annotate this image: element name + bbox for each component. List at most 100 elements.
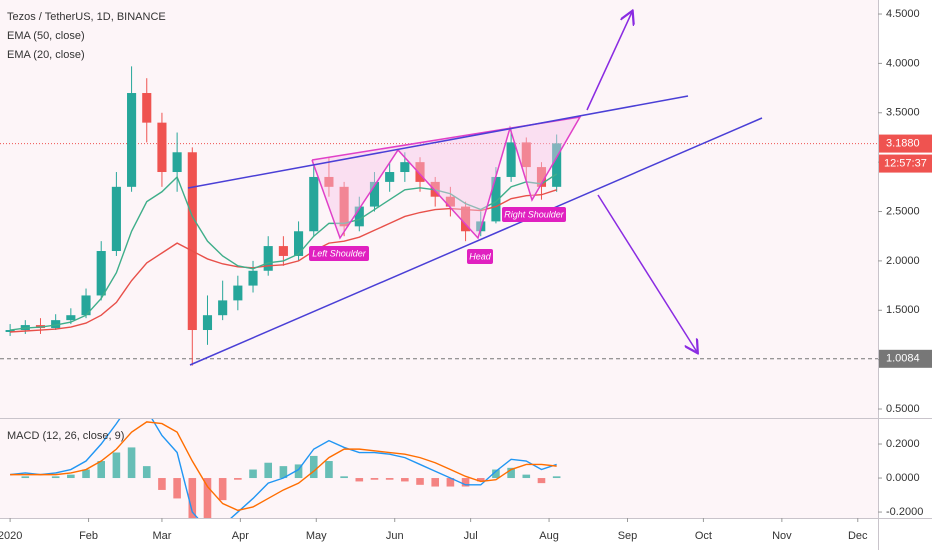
candle-body <box>491 176 501 222</box>
y-tick-label: 2.0000 <box>886 255 920 267</box>
candle-body <box>127 93 137 187</box>
candle-body <box>506 142 516 177</box>
y-tick-label: 0.5000 <box>886 403 920 415</box>
candle-body <box>96 251 106 296</box>
candle-body <box>385 172 395 182</box>
histogram-bar <box>82 469 90 479</box>
histogram-bar <box>158 478 166 490</box>
histogram-bar <box>142 466 151 479</box>
histogram-bar <box>416 478 424 485</box>
x-tick-label: Apr <box>232 530 249 542</box>
histogram-bar <box>401 478 409 482</box>
x-tick-label: Jul <box>464 530 478 542</box>
legend-entry: EMA (50, close) <box>7 30 85 42</box>
y-tick-label: 0.2000 <box>886 438 920 450</box>
histogram-bar <box>309 455 318 479</box>
indicator-line <box>10 173 558 331</box>
pattern-label: Left Shoulder <box>312 248 367 258</box>
x-tick-label: Nov <box>772 530 792 542</box>
y-tick-label: 3.5000 <box>886 107 920 119</box>
histogram-bar <box>537 478 546 484</box>
pattern-label: Right Shoulder <box>504 209 565 219</box>
candle-body <box>5 330 15 332</box>
histogram-bar <box>507 467 515 479</box>
pattern-label: Head <box>469 251 492 261</box>
histogram-bar <box>173 478 181 499</box>
level-label: 1.0084 <box>886 353 920 365</box>
histogram-bar <box>249 469 257 479</box>
x-tick-label: Feb <box>79 530 98 542</box>
x-tick-label: 2020 <box>0 530 22 542</box>
histogram-bar <box>492 469 500 479</box>
candle-body <box>142 93 152 123</box>
up-arrow <box>586 12 632 111</box>
candle-body <box>81 295 91 316</box>
candle-body <box>278 246 288 256</box>
macd-pane <box>10 419 561 518</box>
histogram-bar <box>51 476 60 479</box>
histogram-bar <box>431 478 439 487</box>
candle-body <box>536 167 547 187</box>
resistance-trendline <box>187 95 689 189</box>
x-tick-label: Sep <box>618 530 638 542</box>
histogram-bar <box>127 447 136 479</box>
y-tick-label: 0.0000 <box>886 472 920 484</box>
candle-body <box>461 206 471 232</box>
last-price-label: 3.1880 <box>886 137 920 149</box>
histogram-bar <box>446 478 455 487</box>
candle-body <box>187 152 197 331</box>
histogram-bar <box>294 464 303 479</box>
histogram-bar <box>340 476 348 479</box>
candle-body <box>294 231 304 256</box>
indicator-title: MACD (12, 26, close, 9) <box>7 430 124 442</box>
histogram-bar <box>203 478 212 518</box>
histogram-bar <box>67 474 75 479</box>
histogram-bar <box>461 478 470 487</box>
candle-body <box>445 196 455 207</box>
legend-entry: EMA (20, close) <box>7 49 85 61</box>
countdown-box <box>879 154 932 173</box>
countdown-label: 12:57:37 <box>884 157 927 169</box>
candle-body <box>202 315 213 331</box>
histogram-bar <box>188 478 197 518</box>
indicator-line <box>10 189 557 333</box>
candle-body <box>157 122 167 173</box>
last-price-box <box>879 134 932 153</box>
y-tick-label: 4.0000 <box>886 57 920 69</box>
histogram-bar <box>476 478 485 482</box>
label-box <box>309 246 369 261</box>
indicator-line <box>10 419 557 518</box>
candle-body <box>66 315 76 321</box>
histogram-bar <box>218 478 227 501</box>
indicator-line <box>10 421 557 512</box>
y-tick-label: 4.5000 <box>886 8 920 20</box>
histogram-bar <box>279 466 288 479</box>
label-box <box>467 249 493 264</box>
x-tick-label: Jun <box>386 530 404 542</box>
x-tick-label: Mar <box>152 530 171 542</box>
histogram-bar <box>522 474 531 479</box>
y-tick-label: 2.5000 <box>886 205 920 217</box>
histogram-bar <box>325 461 333 479</box>
candle-body <box>51 320 61 329</box>
candle-body <box>521 142 531 168</box>
level-box <box>879 349 932 368</box>
histogram-bar <box>234 478 242 480</box>
x-tick-label: Aug <box>539 530 559 542</box>
candle-body <box>218 300 228 316</box>
price-pane <box>0 66 878 366</box>
candle-body <box>369 181 380 207</box>
x-tick-label: Oct <box>695 530 712 542</box>
label-box <box>502 207 566 222</box>
histogram-bar <box>385 478 394 480</box>
head-shoulders-pattern <box>311 116 582 240</box>
candle-body <box>552 143 562 187</box>
drawings: Left Shoulder Head Right Shoulder <box>187 12 763 366</box>
candle-body <box>354 206 364 227</box>
histogram-bar <box>112 452 121 479</box>
candle-body <box>263 246 273 271</box>
y-tick-label: 1.5000 <box>886 304 920 316</box>
candle-body <box>248 270 258 286</box>
histogram-bar <box>552 476 561 479</box>
